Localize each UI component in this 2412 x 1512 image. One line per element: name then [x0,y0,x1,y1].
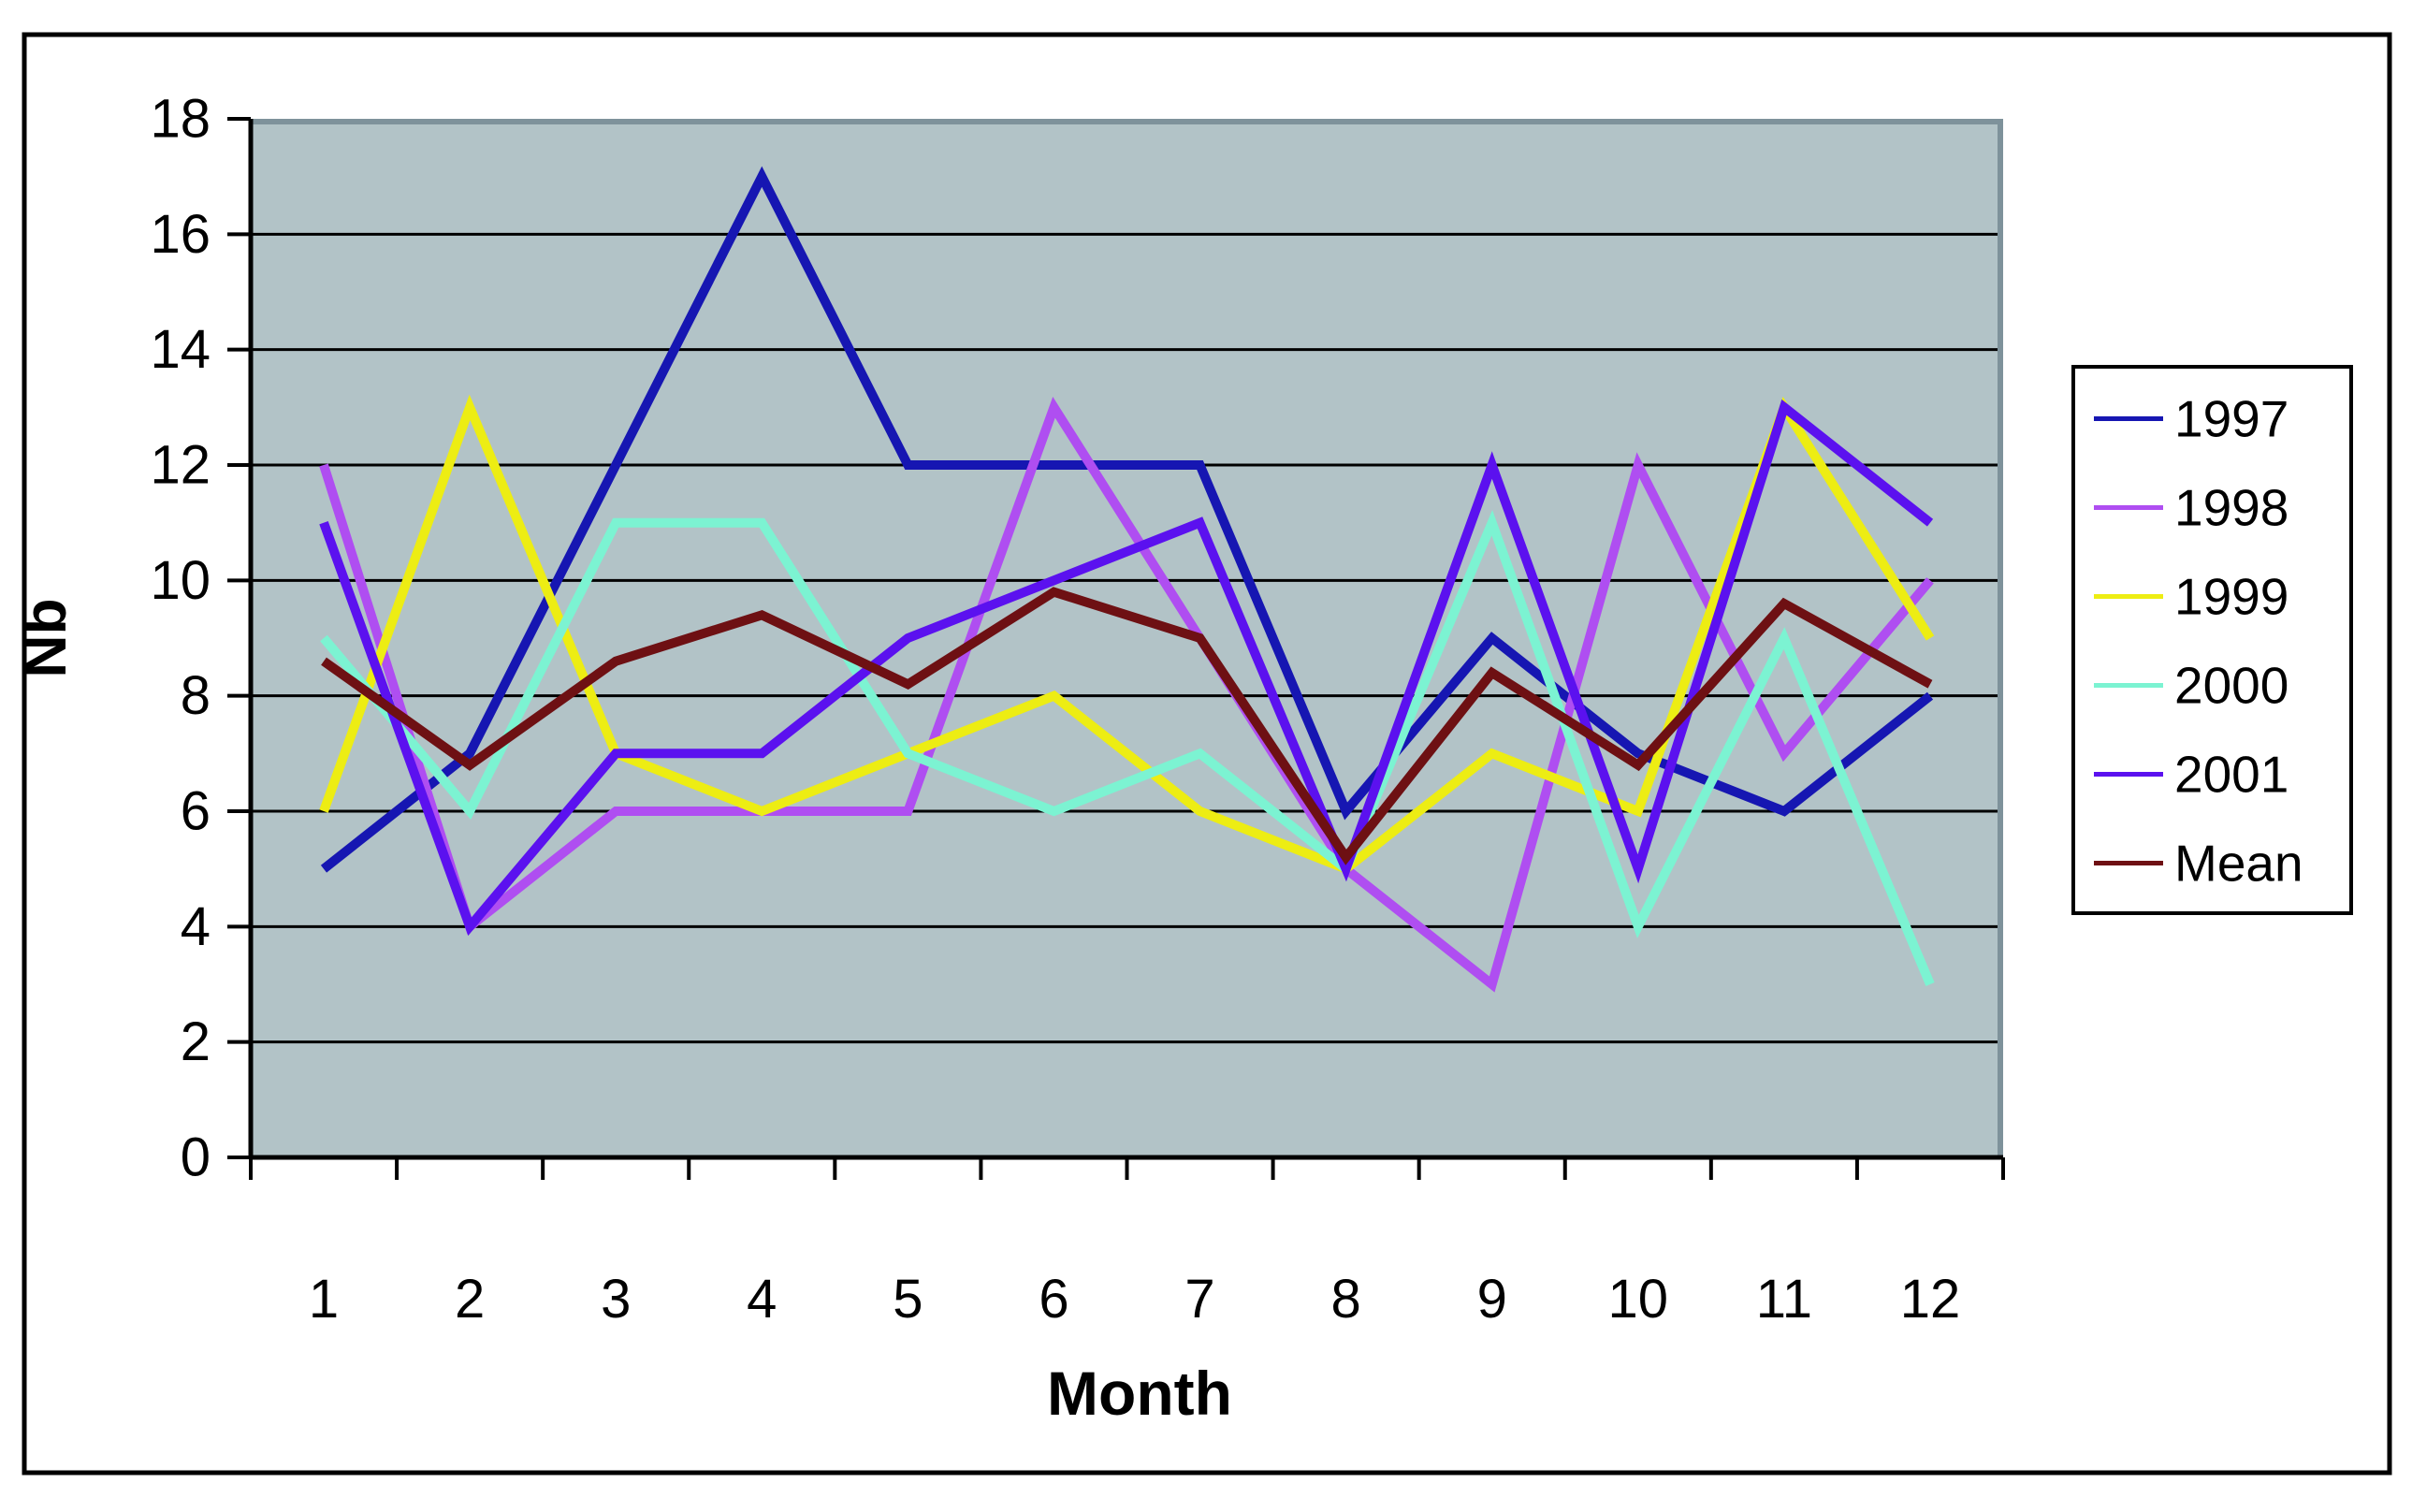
y-tick-label-0: 0 [181,1127,211,1188]
figure-border [22,32,2392,1476]
legend-box [2071,365,2353,915]
y-tick-labels: 0 2 4 6 8 10 12 14 16 18 [150,89,211,1188]
legend-label-Mean: Mean [2174,835,2303,893]
legend-item-2000: 2000 [2094,657,2288,715]
legend-item-1997: 1997 [2094,390,2288,448]
x-tick-label-12: 12 [1900,1269,1961,1330]
x-tick-label-9: 9 [1477,1269,1507,1330]
legend-item-2001: 2001 [2094,746,2288,804]
legend-item-1999: 1999 [2094,568,2288,626]
x-tick-label-10: 10 [1608,1269,1669,1330]
legend-label-2000: 2000 [2174,657,2288,715]
y-tick-label-14: 14 [150,319,211,380]
legend-label-1997: 1997 [2174,390,2288,448]
y-tick-label-16: 16 [150,204,211,265]
y-tick-label-6: 6 [181,781,211,842]
plot-area [251,119,2003,1157]
legend-item-1998: 1998 [2094,479,2288,537]
legend: 1997 1998 1999 2000 2001 Mean [2071,365,2353,915]
series-line-2001 [319,399,1934,937]
y-axis-title: Nb [11,598,79,677]
series-line-1998 [319,396,1934,993]
legend-label-1999: 1999 [2174,568,2288,626]
x-tick-label-7: 7 [1184,1269,1214,1330]
y-tick-label-12: 12 [150,435,211,496]
y-tick-label-18: 18 [150,89,211,150]
x-tick-label-1: 1 [309,1269,339,1330]
x-tick-labels: 1 2 3 4 5 6 7 8 9 10 11 12 [309,1269,1960,1330]
x-tick-label-2: 2 [455,1269,485,1330]
ticks-group [227,117,2005,1180]
y-tick-label-2: 2 [181,1011,211,1072]
series-line-2000 [320,509,1935,986]
x-tick-label-6: 6 [1039,1269,1068,1330]
y-tick-label-8: 8 [181,665,211,726]
x-axis-title: Month [1047,1359,1232,1428]
plot-border-group [251,119,2003,1157]
legend-label-2001: 2001 [2174,746,2288,804]
x-tick-label-11: 11 [1756,1269,1812,1330]
series-group [319,166,1935,993]
legend-item-Mean: Mean [2094,835,2303,893]
y-tick-label-10: 10 [150,550,211,611]
series-line-Mean [321,587,1933,865]
series-line-1997 [320,166,1934,873]
x-tick-label-5: 5 [893,1269,923,1330]
y-tick-label-4: 4 [181,896,211,957]
legend-label-1998: 1998 [2174,479,2288,537]
x-tick-label-4: 4 [747,1269,777,1330]
x-tick-label-8: 8 [1330,1269,1360,1330]
x-tick-label-3: 3 [601,1269,631,1330]
